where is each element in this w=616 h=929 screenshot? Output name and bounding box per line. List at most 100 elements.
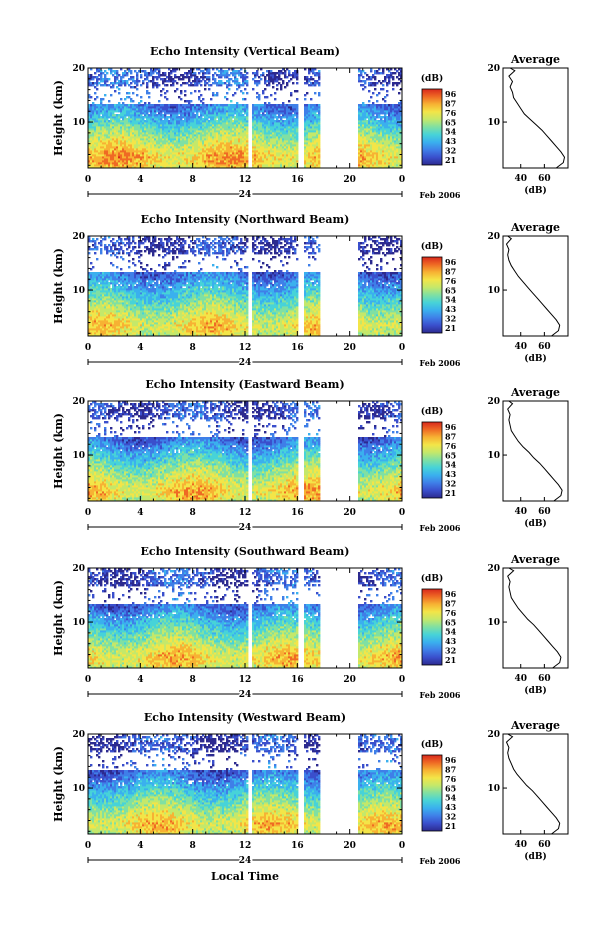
heatmap-cell (158, 160, 161, 163)
heatmap-cell (216, 156, 219, 159)
heatmap-cell (296, 98, 299, 101)
heatmap-cell (148, 110, 151, 113)
heatmap-cell (140, 96, 143, 99)
heatmap-cell (154, 162, 157, 165)
heatmap-cell (112, 122, 115, 125)
heatmap-cell (160, 112, 163, 115)
heatmap-cell (212, 122, 215, 125)
heatmap-cell (222, 140, 225, 143)
heatmap-cell (262, 72, 265, 75)
heatmap-cell (134, 134, 137, 137)
heatmap-cell (226, 110, 229, 113)
heatmap-cell (124, 118, 127, 121)
heatmap-cell (146, 120, 149, 123)
heatmap-cell (138, 132, 141, 135)
heatmap-cell (182, 112, 185, 115)
heatmap-cell (230, 162, 233, 165)
heatmap-cell (186, 112, 189, 115)
heatmap-cell (182, 136, 185, 139)
heatmap-cell (220, 120, 223, 123)
heatmap-cell (140, 160, 143, 163)
heatmap-cell (140, 136, 143, 139)
heatmap-cell (154, 142, 157, 145)
heatmap-cell (132, 78, 135, 81)
heatmap-cell (122, 126, 125, 129)
heatmap-cell (118, 114, 121, 117)
heatmap-cell (138, 140, 141, 143)
heatmap-cell (98, 120, 101, 123)
heatmap-cell (196, 82, 199, 85)
heatmap-cell (116, 166, 119, 169)
heatmap-cell (222, 130, 225, 133)
heatmap-cell (222, 158, 225, 161)
heatmap-cell (196, 106, 199, 109)
heatmap-cell (184, 72, 187, 75)
heatmap-cell (126, 154, 129, 157)
heatmap-cell (96, 68, 99, 71)
heatmap-cell (122, 156, 125, 159)
heatmap-cell (232, 114, 235, 117)
heatmap-cell (150, 118, 153, 121)
heatmap-cell (162, 110, 165, 113)
heatmap-cell (146, 132, 149, 135)
heatmap-cell (164, 92, 167, 95)
heatmap-cell (156, 138, 159, 141)
heatmap-cell (186, 114, 189, 117)
heatmap-cell (178, 126, 181, 129)
heatmap-cell (236, 80, 239, 83)
heatmap-cell (176, 136, 179, 139)
heatmap-cell (198, 130, 201, 133)
heatmap-cell (240, 120, 243, 123)
heatmap-cell (214, 132, 217, 135)
heatmap-cell (132, 142, 135, 145)
heatmap-cell (218, 106, 221, 109)
heatmap-cell (150, 154, 153, 157)
heatmap-cell (202, 132, 205, 135)
heatmap-cell (110, 116, 113, 119)
heatmap-cell (174, 116, 177, 119)
heatmap-cell (158, 70, 161, 73)
heatmap-cell (202, 122, 205, 125)
heatmap-cell (130, 146, 133, 149)
heatmap-cell (122, 80, 125, 83)
heatmap-cell (116, 160, 119, 163)
heatmap-cell (158, 122, 161, 125)
heatmap-cell (238, 104, 241, 107)
heatmap-cell (98, 108, 101, 111)
heatmap-cell (106, 104, 109, 107)
heatmap-cell (162, 114, 165, 117)
heatmap-cell (214, 94, 217, 97)
heatmap-cell (166, 150, 169, 153)
heatmap-cell (168, 116, 171, 119)
heatmap-cell (184, 126, 187, 129)
heatmap-cell (118, 146, 121, 149)
heatmap-cell (142, 164, 145, 167)
heatmap-cell (130, 148, 133, 151)
heatmap-cell (204, 110, 207, 113)
heatmap-cell (120, 130, 123, 133)
heatmap-cell (92, 138, 95, 141)
heatmap-cell (130, 106, 133, 109)
heatmap-cell (194, 162, 197, 165)
heatmap-cell (172, 144, 175, 147)
heatmap-cell (136, 82, 139, 85)
heatmap-cell (206, 104, 209, 107)
heatmap-cell (228, 148, 231, 151)
heatmap-cell (142, 144, 145, 147)
heatmap-cell (212, 112, 215, 115)
heatmap-cell (178, 148, 181, 151)
heatmap-cell (162, 108, 165, 111)
heatmap-cell (118, 126, 121, 129)
heatmap-cell (92, 136, 95, 139)
heatmap-cell (230, 152, 233, 155)
heatmap-cell (160, 144, 163, 147)
heatmap-cell (216, 114, 219, 117)
heatmap-cell (214, 130, 217, 133)
heatmap-cell (130, 158, 133, 161)
heatmap-cell (96, 142, 99, 145)
heatmap-cell (128, 128, 131, 131)
heatmap-cell (152, 150, 155, 153)
heatmap-cell (128, 134, 131, 137)
heatmap-cell (150, 148, 153, 151)
heatmap-cell (264, 88, 267, 91)
